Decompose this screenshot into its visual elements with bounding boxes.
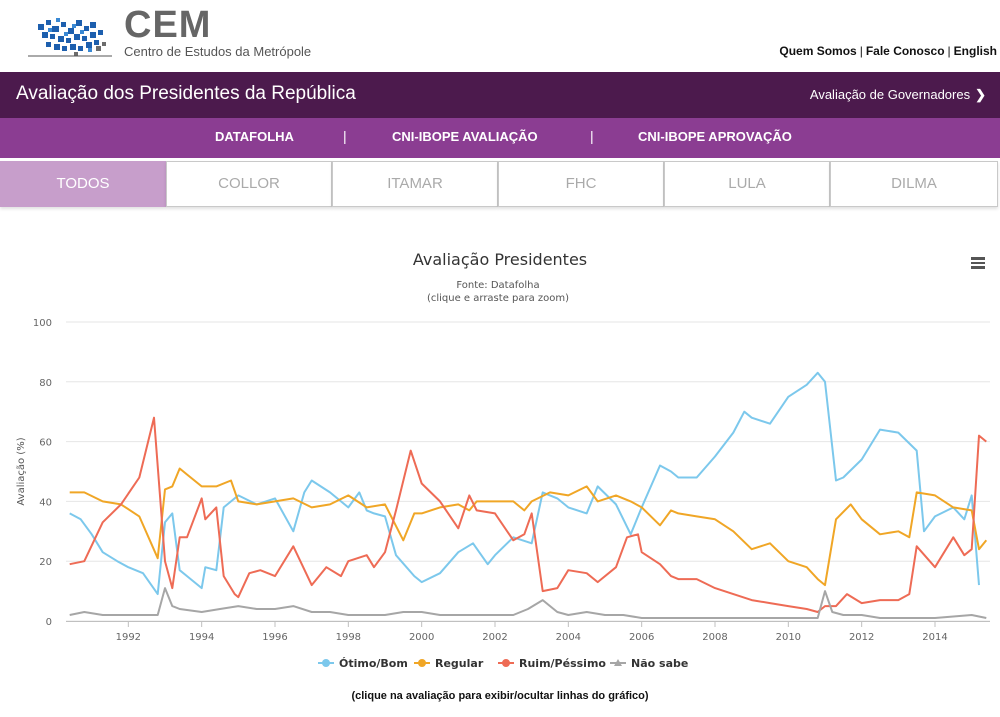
triangle-marker-icon [614, 659, 622, 666]
cem-logo[interactable]: CEM Centro de Estudos da Metrópole [28, 6, 328, 66]
x-tick-label: 1998 [336, 632, 361, 643]
legend-item[interactable]: Ótimo/Bom [339, 657, 408, 670]
nav-cni-ibope-avaliacao[interactable]: CNI-IBOPE AVALIAÇÃO [392, 129, 538, 144]
tab-fhc[interactable]: FHC [498, 161, 664, 207]
y-tick-label: 100 [33, 318, 52, 329]
tab-todos[interactable]: TODOS [0, 161, 166, 207]
x-tick-label: 2012 [849, 632, 874, 643]
governors-link[interactable]: Avaliação de Governadores ❯ [810, 87, 986, 103]
series-line[interactable] [69, 587, 987, 619]
tab-itamar[interactable]: ITAMAR [332, 161, 498, 207]
x-tick-label: 2004 [556, 632, 581, 643]
x-tick-label: 2006 [629, 632, 654, 643]
x-tick-label: 2002 [482, 632, 507, 643]
president-tabs: TODOS COLLOR ITAMAR FHC LULA DILMA [0, 161, 1000, 207]
page-title: Avaliação dos Presidentes da República [16, 83, 356, 104]
nav-separator: | [343, 128, 347, 144]
circle-marker-icon [418, 659, 426, 667]
link-fale-conosco[interactable]: Fale Conosco [865, 44, 945, 58]
nav-separator: | [590, 128, 594, 144]
tab-lula[interactable]: LULA [664, 161, 830, 207]
circle-marker-icon [322, 659, 330, 667]
circle-marker-icon [502, 659, 510, 667]
y-tick-label: 40 [39, 497, 52, 508]
x-tick-label: 1996 [262, 632, 287, 643]
x-tick-label: 1992 [116, 632, 141, 643]
source-nav: DATAFOLHA | CNI-IBOPE AVALIAÇÃO | CNI-IB… [0, 118, 1000, 158]
x-tick-label: 2008 [702, 632, 727, 643]
y-tick-label: 20 [39, 557, 52, 568]
line-chart[interactable]: 0 20 40 60 80 100 1992 1994 1996 1998 2000 2002 2004… [0, 230, 1000, 690]
tab-collor[interactable]: COLLOR [166, 161, 332, 207]
legend-item[interactable]: Não sabe [631, 657, 688, 670]
chevron-right-icon: ❯ [975, 87, 986, 102]
link-english[interactable]: English [953, 44, 997, 58]
y-tick-label: 0 [46, 617, 52, 628]
logo-graphic [28, 18, 112, 57]
brand-name: CEM [124, 4, 212, 46]
x-tick-label: 2000 [409, 632, 434, 643]
series-line[interactable] [69, 416, 987, 613]
top-header: CEM Centro de Estudos da Metrópole Quem … [0, 0, 1000, 72]
y-axis-title: Avaliação (%) [16, 437, 27, 505]
nav-datafolha[interactable]: DATAFOLHA [215, 129, 294, 144]
chart-zoom-hint: (clique e arraste para zoom) [426, 293, 570, 304]
x-tick-label: 2014 [922, 632, 947, 643]
x-tick-label: 1994 [189, 632, 214, 643]
brand-subtitle: Centro de Estudos da Metrópole [124, 44, 312, 59]
series-line[interactable] [69, 467, 988, 587]
link-quem-somos[interactable]: Quem Somos [779, 44, 857, 58]
chart-hint: (clique na avaliação para exibir/ocultar… [351, 690, 649, 702]
governors-link-label: Avaliação de Governadores [809, 87, 971, 102]
chart-title: Avaliação Presidentes [412, 250, 588, 269]
x-tick-label: 2010 [776, 632, 801, 643]
chart-container: 0 20 40 60 80 100 1992 1994 1996 1998 2000 2002 2004… [0, 230, 1000, 717]
legend-item[interactable]: Ruim/Péssimo [519, 657, 606, 670]
top-links: Quem Somos | Fale Conosco | English [779, 44, 997, 58]
separator: | [859, 44, 863, 58]
chart-subtitle: Fonte: Datafolha [456, 280, 540, 291]
series-line[interactable] [69, 371, 980, 596]
legend-item[interactable]: Regular [435, 657, 484, 670]
y-tick-label: 60 [39, 438, 52, 449]
tab-dilma[interactable]: DILMA [830, 161, 998, 207]
separator: | [947, 44, 951, 58]
title-bar: Avaliação dos Presidentes da República A… [0, 72, 1000, 118]
y-tick-label: 80 [39, 378, 52, 389]
nav-cni-ibope-aprovacao[interactable]: CNI-IBOPE APROVAÇÃO [638, 129, 792, 144]
hamburger-menu-icon[interactable] [971, 257, 985, 269]
